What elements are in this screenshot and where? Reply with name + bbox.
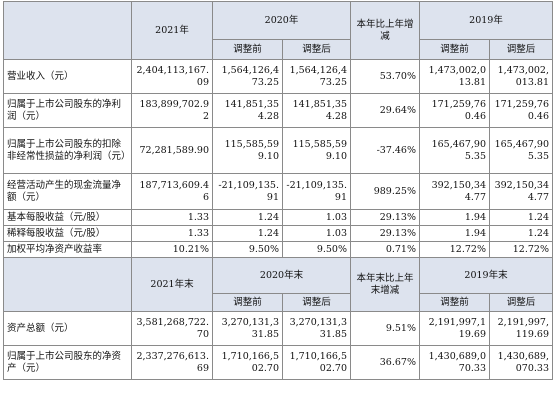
value-2019-before: 1.94 (419, 209, 490, 226)
value-yoy: -37.46% (350, 127, 420, 174)
value-2019-before: 392,150,344.77 (419, 173, 490, 210)
value-2020-after: 1.03 (282, 225, 351, 242)
value-2021: 187,713,609.46 (131, 173, 213, 210)
value-2019-after: 171,259,760.46 (489, 93, 553, 128)
value-2021: 1.33 (131, 209, 213, 226)
value-yoy: 53.70% (350, 59, 420, 94)
financial-indicators-table: 2021年 2020年 本年比上年增减 2019年 调整前 调整后 调整前 调整… (3, 1, 553, 380)
value-2020-before: 115,585,599.10 (212, 127, 283, 174)
value-2020-before: 1.24 (212, 209, 283, 226)
value-2019-before: 12.72% (419, 241, 490, 258)
value-2019-after: 1,430,689,070.33 (489, 345, 553, 380)
value-2019-after: 1.24 (489, 225, 553, 242)
value-2019-after: 2,191,997,119.69 (489, 311, 553, 346)
header-2019-after: 调整后 (489, 39, 553, 60)
row-label: 基本每股收益（元/股） (3, 209, 132, 226)
value-2020-before: 1.24 (212, 225, 283, 242)
table-row: 归属于上市公司股东的净资产（元） 2,337,276,613.69 1,710,… (3, 345, 553, 380)
row-label: 加权平均净资产收益率 (3, 241, 132, 258)
value-2019-after: 1,473,002,013.81 (489, 59, 553, 94)
header2-2019: 2019年末 (419, 257, 553, 294)
table-row: 营业收入（元） 2,404,113,167.09 1,564,126,473.2… (3, 59, 553, 94)
value-2020-after: 1.03 (282, 209, 351, 226)
value-2019-after: 12.72% (489, 241, 553, 258)
row-label: 归属于上市公司股东的扣除非经常性损益的净利润（元） (3, 127, 132, 174)
header-2020: 2020年 (212, 1, 351, 40)
value-2019-before: 1,430,689,070.33 (419, 345, 490, 380)
value-2021: 72,281,589.90 (131, 127, 213, 174)
value-yoy: 29.13% (350, 225, 420, 242)
value-2020-after: -21,109,135.91 (282, 173, 351, 210)
value-2019-after: 392,150,344.77 (489, 173, 553, 210)
table-row: 基本每股收益（元/股） 1.33 1.24 1.03 29.13% 1.94 1… (3, 209, 553, 226)
header-2019: 2019年 (419, 1, 553, 40)
table-row: 归属于上市公司股东的净利润（元） 183,899,702.92 141,851,… (3, 93, 553, 128)
value-yoy: 0.71% (350, 241, 420, 258)
value-2020-after: 115,585,599.10 (282, 127, 351, 174)
value-2021: 10.21% (131, 241, 213, 258)
value-2020-after: 9.50% (282, 241, 351, 258)
header2-2020-after: 调整后 (282, 293, 351, 312)
value-2021: 3,581,268,722.70 (131, 311, 213, 346)
header2-2020: 2020年末 (212, 257, 351, 294)
value-yoy: 29.13% (350, 209, 420, 226)
value-2019-before: 1.94 (419, 225, 490, 242)
value-2020-before: 141,851,354.28 (212, 93, 283, 128)
row-label: 稀释每股收益（元/股） (3, 225, 132, 242)
value-2020-before: 3,270,131,331.85 (212, 311, 283, 346)
value-2020-after: 1,564,126,473.25 (282, 59, 351, 94)
row-label: 归属于上市公司股东的净利润（元） (3, 93, 132, 128)
value-2020-before: 1,710,166,502.70 (212, 345, 283, 380)
value-2020-before: 1,564,126,473.25 (212, 59, 283, 94)
value-2019-before: 165,467,905.35 (419, 127, 490, 174)
value-2020-after: 3,270,131,331.85 (282, 311, 351, 346)
header2-2019-before: 调整前 (419, 293, 490, 312)
value-2020-after: 141,851,354.28 (282, 93, 351, 128)
value-2019-before: 171,259,760.46 (419, 93, 490, 128)
header-corner (3, 1, 132, 60)
value-2019-before: 1,473,002,013.81 (419, 59, 490, 94)
value-yoy: 989.25% (350, 173, 420, 210)
value-2021: 2,337,276,613.69 (131, 345, 213, 380)
header2-2019-after: 调整后 (489, 293, 553, 312)
table-row: 归属于上市公司股东的扣除非经常性损益的净利润（元） 72,281,589.90 … (3, 127, 553, 174)
header2-yoy: 本年末比上年末增减 (350, 257, 420, 312)
value-2019-after: 1.24 (489, 209, 553, 226)
value-yoy: 9.51% (350, 311, 420, 346)
header-yoy: 本年比上年增减 (350, 1, 420, 60)
header-2020-before: 调整前 (212, 39, 283, 60)
header2-2020-before: 调整前 (212, 293, 283, 312)
table-row: 稀释每股收益（元/股） 1.33 1.24 1.03 29.13% 1.94 1… (3, 225, 553, 242)
value-2020-after: 1,710,166,502.70 (282, 345, 351, 380)
value-2020-before: -21,109,135.91 (212, 173, 283, 210)
value-2020-before: 9.50% (212, 241, 283, 258)
value-2019-before: 2,191,997,119.69 (419, 311, 490, 346)
value-yoy: 36.67% (350, 345, 420, 380)
header2-2021: 2021年末 (131, 257, 213, 312)
header2-corner (3, 257, 132, 312)
header-2020-after: 调整后 (282, 39, 351, 60)
row-label: 资产总额（元） (3, 311, 132, 346)
value-2021: 1.33 (131, 225, 213, 242)
header-2021: 2021年 (131, 1, 213, 60)
value-2019-after: 165,467,905.35 (489, 127, 553, 174)
value-2021: 2,404,113,167.09 (131, 59, 213, 94)
value-yoy: 29.64% (350, 93, 420, 128)
row-label: 归属于上市公司股东的净资产（元） (3, 345, 132, 380)
value-2021: 183,899,702.92 (131, 93, 213, 128)
table-row: 加权平均净资产收益率 10.21% 9.50% 9.50% 0.71% 12.7… (3, 241, 553, 258)
row-label: 营业收入（元） (3, 59, 132, 94)
row-label: 经营活动产生的现金流量净额（元） (3, 173, 132, 210)
table-row: 资产总额（元） 3,581,268,722.70 3,270,131,331.8… (3, 311, 553, 346)
header-2019-before: 调整前 (419, 39, 490, 60)
table-row: 经营活动产生的现金流量净额（元） 187,713,609.46 -21,109,… (3, 173, 553, 210)
